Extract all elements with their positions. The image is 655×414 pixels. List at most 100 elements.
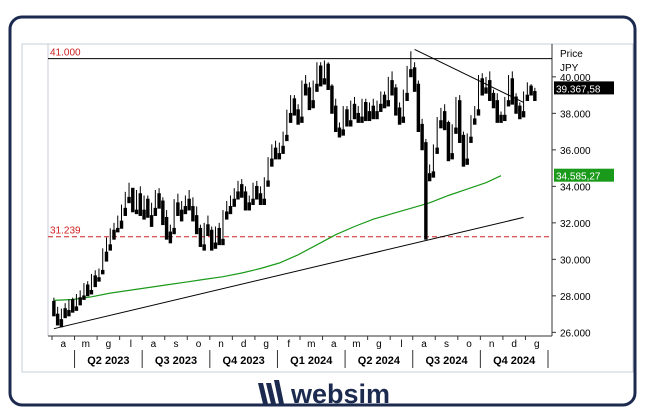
x-month-label: a <box>331 339 337 350</box>
x-month-label: l <box>400 339 402 350</box>
candle-body <box>352 103 357 120</box>
x-month-label: a <box>151 339 157 350</box>
candle-body <box>232 198 236 207</box>
candle-body <box>82 295 86 300</box>
ma-badge <box>554 168 614 182</box>
x-month-label: f <box>287 339 290 350</box>
x-month-label: g <box>534 339 540 350</box>
x-month-label: m <box>307 339 315 350</box>
candle-body <box>424 142 428 240</box>
x-quarter-label: Q2 2024 <box>358 355 401 367</box>
last-price-badge <box>554 81 614 95</box>
y-tick-label: 38.000 <box>560 109 591 120</box>
y-tick-label: 30.000 <box>560 255 591 266</box>
candle-body <box>360 116 364 123</box>
moving-average <box>53 175 502 301</box>
candle-body <box>292 98 297 116</box>
candle-body <box>187 198 191 211</box>
candle-body <box>457 100 462 143</box>
x-month-label: n <box>489 339 495 350</box>
x-quarter-label: Q4 2023 <box>223 355 265 367</box>
candle-body <box>161 200 165 226</box>
candle-body <box>101 269 105 275</box>
x-month-label: a <box>421 339 427 350</box>
candle-body <box>146 198 150 218</box>
last-price-label: 39.367,58 <box>556 84 601 95</box>
candle-body <box>300 116 304 123</box>
candle-body <box>116 227 120 233</box>
candle-body <box>262 198 267 206</box>
x-quarter-label: Q4 2024 <box>493 355 536 367</box>
candle-body <box>450 153 454 160</box>
x-month-label: s <box>444 339 449 350</box>
candle-body <box>266 180 270 187</box>
candle-body <box>439 120 443 129</box>
candle-body <box>349 120 353 127</box>
candle-body <box>251 198 255 206</box>
candle-body <box>247 202 251 211</box>
candle-body <box>315 83 319 92</box>
candle-body <box>221 238 225 246</box>
candle-body <box>409 69 413 78</box>
candle-body <box>191 206 195 222</box>
candle-body <box>322 78 327 85</box>
candle-body <box>488 80 492 101</box>
candle-body <box>104 251 109 262</box>
candle-body <box>168 231 173 244</box>
ma-label: 34.585,27 <box>556 172 601 183</box>
candle-body <box>217 227 221 246</box>
candle-body <box>386 100 391 107</box>
candle-body <box>270 158 274 167</box>
candle-body <box>209 229 214 251</box>
candle-body <box>52 300 56 317</box>
candle-body <box>273 147 278 160</box>
candle-body <box>138 193 143 216</box>
x-month-label: o <box>466 339 472 350</box>
candle-body <box>529 85 533 96</box>
y-axis-unit: JPY <box>560 63 579 74</box>
x-month-label: d <box>511 339 517 350</box>
candle-body <box>74 306 79 311</box>
plot-area: 41.000 31.239 <box>47 44 553 337</box>
candle-body <box>491 92 496 109</box>
candle-body <box>307 87 312 111</box>
candle-body <box>405 92 409 101</box>
candle-body <box>149 215 154 227</box>
x-month-label: l <box>130 339 132 350</box>
candle-body <box>67 310 71 317</box>
candle-body <box>134 209 139 215</box>
candles <box>52 51 537 328</box>
candle-body <box>484 87 488 94</box>
candle-body <box>420 123 424 151</box>
candle-body <box>412 67 417 92</box>
ma-line <box>53 175 502 301</box>
candle-body <box>179 209 184 222</box>
candle-body <box>394 87 398 116</box>
candle-body <box>514 96 518 114</box>
candle-body <box>285 134 289 142</box>
candle-body <box>311 100 315 109</box>
candle-body <box>427 173 432 182</box>
candle-body <box>506 100 511 107</box>
x-quarter-label: Q2 2023 <box>87 355 129 367</box>
candle-body <box>288 112 293 123</box>
x-month-label: g <box>106 339 112 350</box>
candle-body <box>416 83 421 133</box>
candle-body <box>382 94 387 109</box>
candle-body <box>206 224 210 237</box>
candle-body <box>518 105 522 120</box>
candle-body <box>85 284 90 297</box>
candle-body <box>258 193 263 205</box>
candle-body <box>127 196 131 204</box>
candle-body <box>55 313 60 326</box>
y-tick-label: 26.000 <box>560 328 591 339</box>
candle-body <box>198 227 203 247</box>
candle-body <box>176 202 180 216</box>
candle-body <box>533 91 537 101</box>
y-tick-label: 28.000 <box>560 292 591 303</box>
candle-body <box>356 112 360 123</box>
candle-body <box>345 109 349 127</box>
candle-body <box>367 111 372 122</box>
candle-body <box>431 171 436 178</box>
